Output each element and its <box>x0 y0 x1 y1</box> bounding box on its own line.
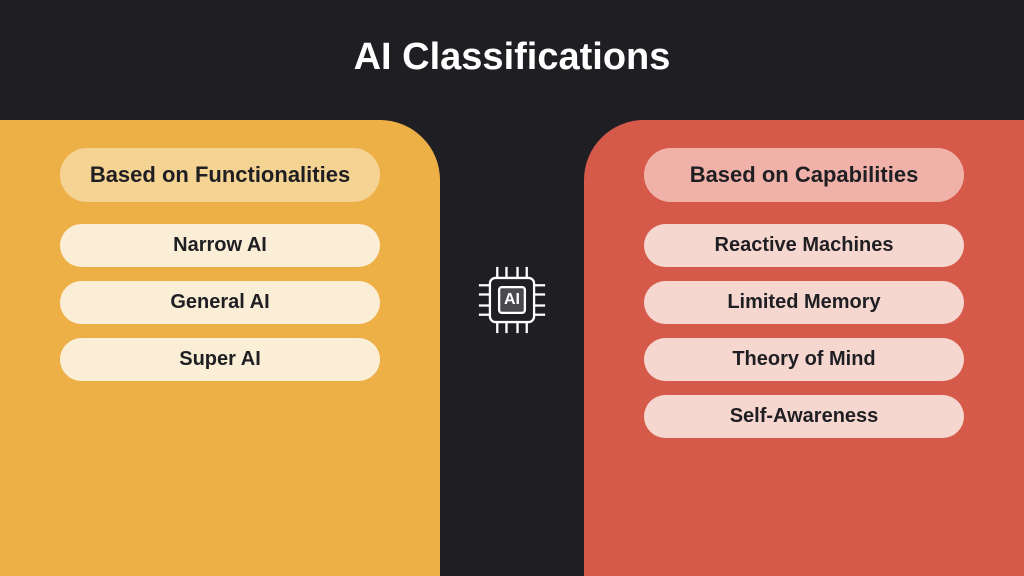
left-item: General AI <box>60 281 380 324</box>
right-header-pill: Based on Capabilities <box>644 148 964 202</box>
page-title: AI Classifications <box>0 0 1024 107</box>
left-items-list: Narrow AI General AI Super AI <box>60 224 380 381</box>
right-item: Self-Awareness <box>644 395 964 438</box>
left-panel-inner: Based on Functionalities Narrow AI Genera… <box>0 120 440 381</box>
right-item: Limited Memory <box>644 281 964 324</box>
right-items-list: Reactive Machines Limited Memory Theory of… <box>644 224 964 438</box>
left-panel: Based on Functionalities Narrow AI Genera… <box>0 120 440 576</box>
left-item: Super AI <box>60 338 380 381</box>
chip-label: AI <box>504 291 520 309</box>
right-item: Reactive Machines <box>644 224 964 267</box>
right-panel: Based on Capabilities Reactive Machines L… <box>584 120 1024 576</box>
left-header-pill: Based on Functionalities <box>60 148 380 202</box>
left-item: Narrow AI <box>60 224 380 267</box>
right-panel-inner: Based on Capabilities Reactive Machines L… <box>584 120 1024 438</box>
center-chip-circle: AI <box>447 235 577 365</box>
right-item: Theory of Mind <box>644 338 964 381</box>
